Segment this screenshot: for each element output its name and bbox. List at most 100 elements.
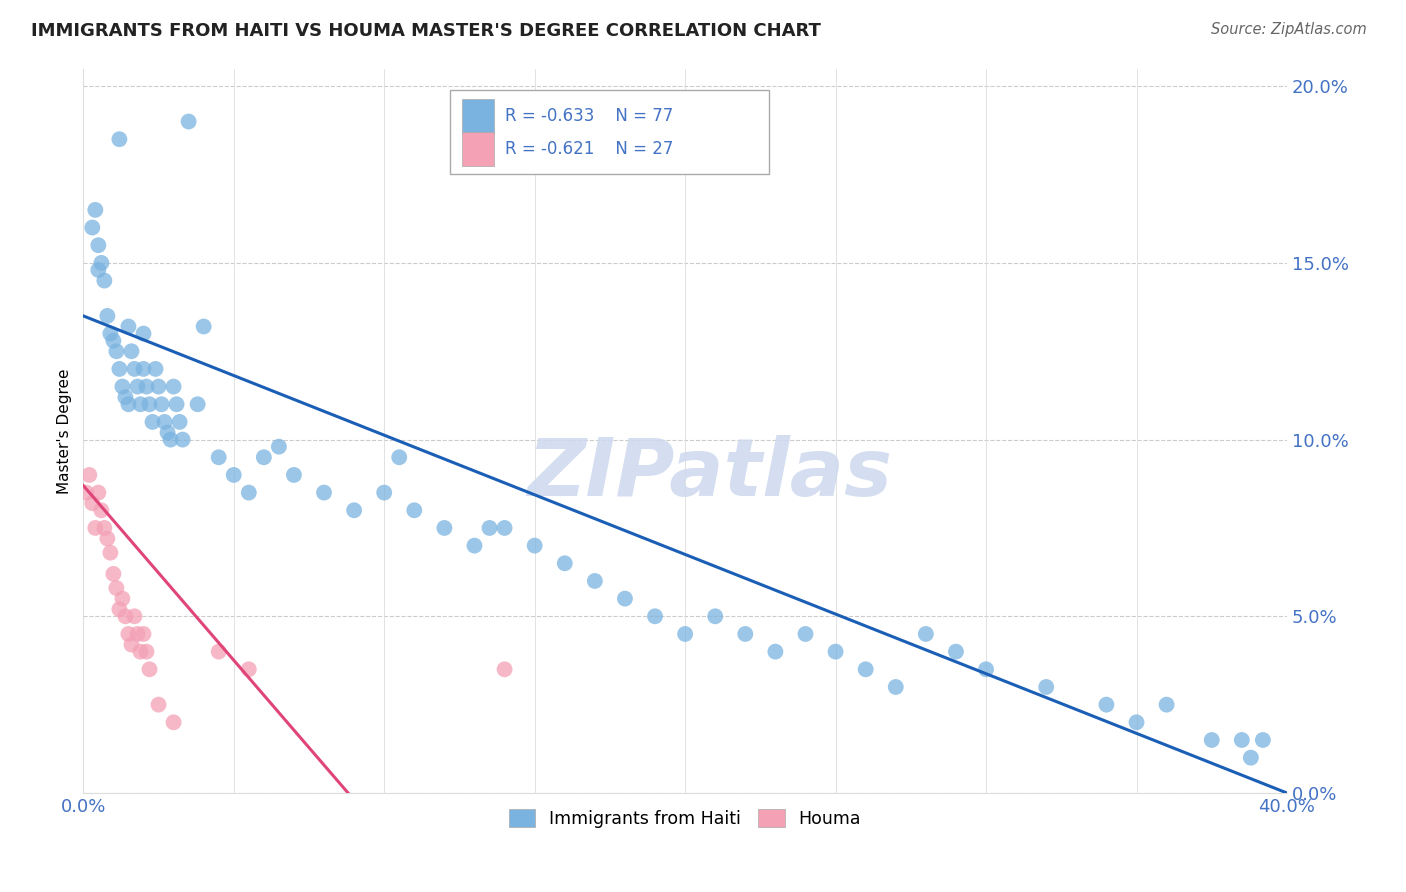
Point	[494, 521, 516, 535]
Point	[100, 326, 122, 341]
Point	[105, 581, 128, 595]
Point	[132, 627, 155, 641]
Point	[187, 397, 209, 411]
Point	[162, 379, 184, 393]
Point	[1201, 733, 1223, 747]
Point	[108, 132, 131, 146]
Point	[1095, 698, 1118, 712]
Text: R = -0.633    N = 77: R = -0.633 N = 77	[505, 107, 673, 126]
Point	[87, 263, 110, 277]
Point	[93, 274, 115, 288]
Point	[148, 698, 170, 712]
Point	[193, 319, 215, 334]
Text: Source: ZipAtlas.com: Source: ZipAtlas.com	[1211, 22, 1367, 37]
Point	[884, 680, 907, 694]
Point	[135, 379, 157, 393]
Point	[111, 591, 134, 606]
Point	[704, 609, 727, 624]
Point	[135, 645, 157, 659]
Text: ZIPatlas: ZIPatlas	[527, 435, 891, 513]
Point	[1230, 733, 1253, 747]
Point	[117, 397, 139, 411]
Point	[138, 662, 160, 676]
Point	[373, 485, 395, 500]
Bar	[463, 131, 494, 166]
Point	[153, 415, 176, 429]
Bar	[450, 90, 769, 174]
Legend: Immigrants from Haiti, Houma: Immigrants from Haiti, Houma	[502, 803, 868, 835]
Point	[208, 645, 231, 659]
Point	[96, 309, 118, 323]
Point	[103, 334, 125, 348]
Point	[132, 362, 155, 376]
Point	[222, 467, 245, 482]
Point	[673, 627, 696, 641]
Text: IMMIGRANTS FROM HAITI VS HOUMA MASTER'S DEGREE CORRELATION CHART: IMMIGRANTS FROM HAITI VS HOUMA MASTER'S …	[31, 22, 821, 40]
Point	[117, 627, 139, 641]
Point	[90, 503, 112, 517]
Point	[945, 645, 967, 659]
Point	[124, 609, 146, 624]
Point	[75, 485, 97, 500]
Point	[141, 415, 163, 429]
Point	[238, 485, 260, 500]
Point	[644, 609, 666, 624]
Point	[177, 114, 200, 128]
Text: R = -0.621    N = 27: R = -0.621 N = 27	[505, 140, 673, 158]
Point	[108, 362, 131, 376]
Point	[855, 662, 877, 676]
Point	[84, 521, 107, 535]
Point	[82, 220, 104, 235]
Point	[388, 450, 411, 465]
Point	[105, 344, 128, 359]
Point	[172, 433, 194, 447]
Point	[478, 521, 501, 535]
Point	[283, 467, 305, 482]
Point	[87, 238, 110, 252]
Point	[763, 645, 786, 659]
Point	[90, 256, 112, 270]
Point	[138, 397, 160, 411]
Point	[114, 609, 136, 624]
Point	[974, 662, 997, 676]
Point	[343, 503, 366, 517]
Point	[100, 546, 122, 560]
Point	[1156, 698, 1178, 712]
Point	[734, 627, 756, 641]
Point	[96, 532, 118, 546]
Point	[523, 539, 546, 553]
Point	[93, 521, 115, 535]
Point	[794, 627, 817, 641]
Point	[108, 602, 131, 616]
Point	[312, 485, 335, 500]
Point	[111, 379, 134, 393]
Point	[124, 362, 146, 376]
Point	[824, 645, 846, 659]
Point	[253, 450, 276, 465]
Point	[1251, 733, 1274, 747]
Point	[84, 202, 107, 217]
Point	[1240, 750, 1263, 764]
Point	[127, 379, 149, 393]
Point	[145, 362, 167, 376]
Point	[433, 521, 456, 535]
Point	[120, 638, 142, 652]
Point	[169, 415, 191, 429]
Point	[404, 503, 426, 517]
Point	[132, 326, 155, 341]
Point	[114, 390, 136, 404]
Point	[613, 591, 636, 606]
Point	[159, 433, 181, 447]
Point	[129, 645, 152, 659]
Point	[150, 397, 173, 411]
Point	[156, 425, 179, 440]
Point	[267, 440, 290, 454]
Point	[162, 715, 184, 730]
Point	[494, 662, 516, 676]
Point	[463, 539, 485, 553]
Point	[583, 574, 606, 588]
Point	[82, 496, 104, 510]
Point	[554, 556, 576, 570]
Point	[87, 485, 110, 500]
Point	[129, 397, 152, 411]
